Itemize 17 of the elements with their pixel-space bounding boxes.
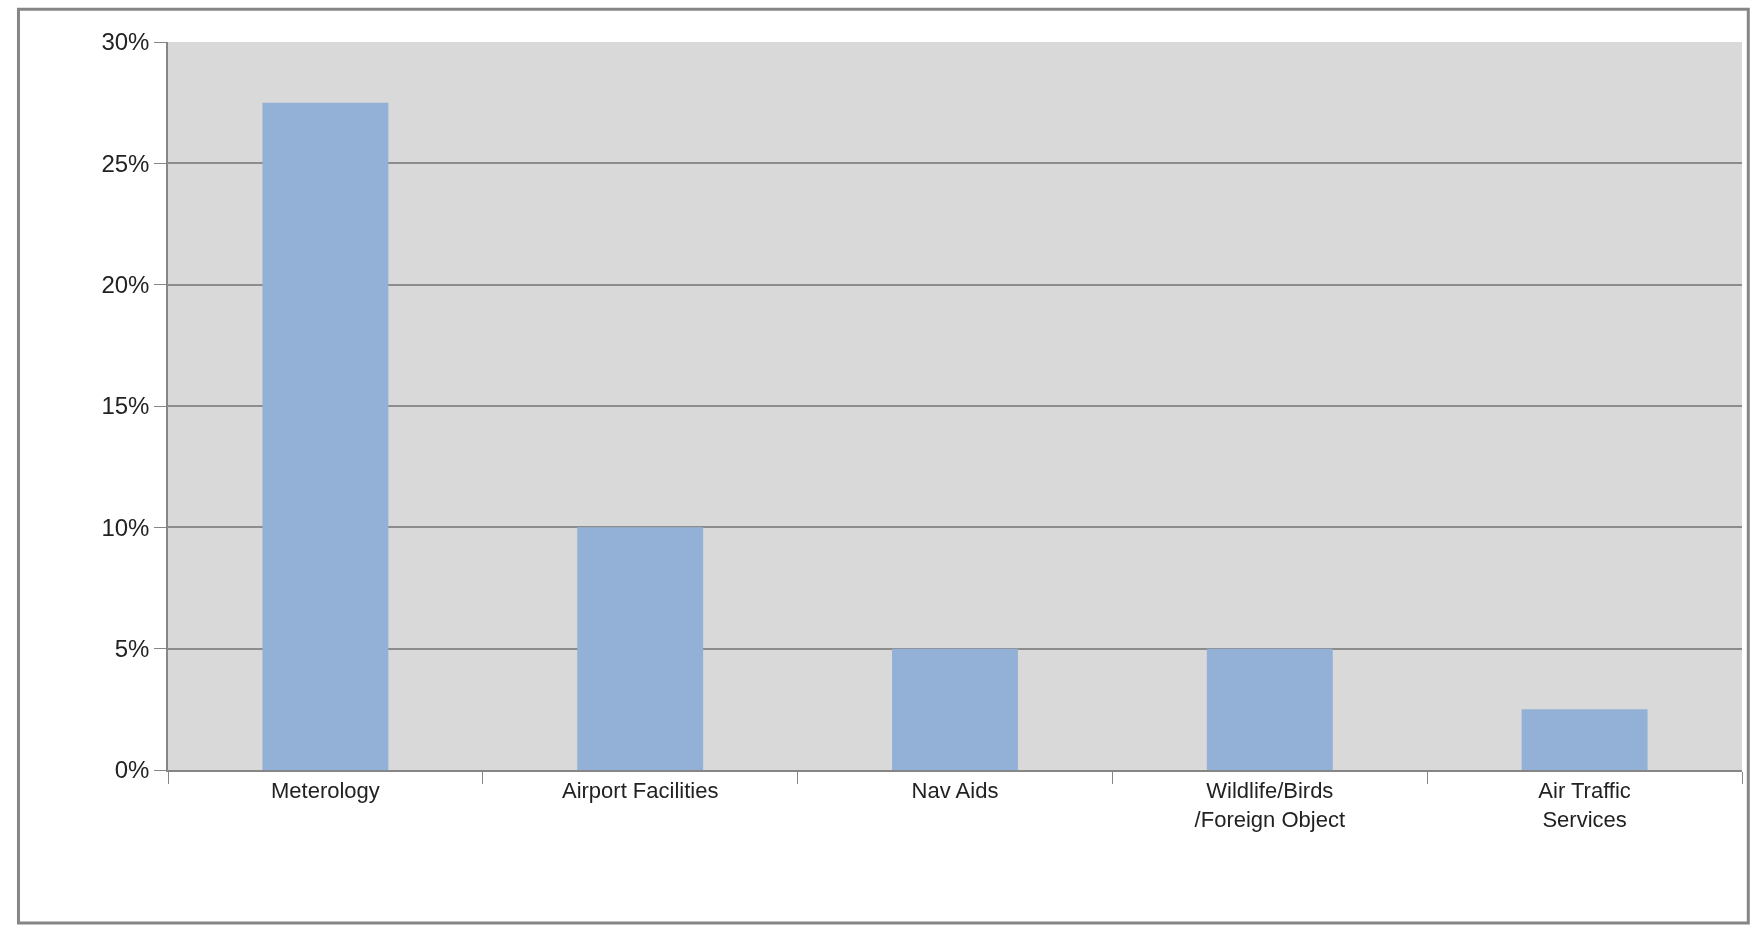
y-tick-label: 25% <box>101 149 150 177</box>
bar <box>892 648 1018 770</box>
bar <box>1521 709 1648 770</box>
y-tick-label: 0% <box>114 756 150 784</box>
x-tick-label: Air Traffic Services <box>1538 778 1631 832</box>
x-tick-label: Wildlife/Birds /Foreign Object <box>1194 778 1345 832</box>
bar <box>262 102 389 770</box>
x-tick-label: Airport Facilities <box>561 778 719 804</box>
y-tick-label: 5% <box>114 635 150 663</box>
x-tick-label: Meterology <box>270 778 380 804</box>
y-tick-label: 15% <box>101 392 150 420</box>
bar <box>577 527 704 770</box>
y-tick-label: 30% <box>101 28 150 56</box>
y-tick-label: 10% <box>101 513 150 541</box>
x-tick-label: Nav Aids <box>911 778 999 804</box>
y-tick-label: 20% <box>101 271 150 299</box>
bar <box>1206 648 1333 770</box>
